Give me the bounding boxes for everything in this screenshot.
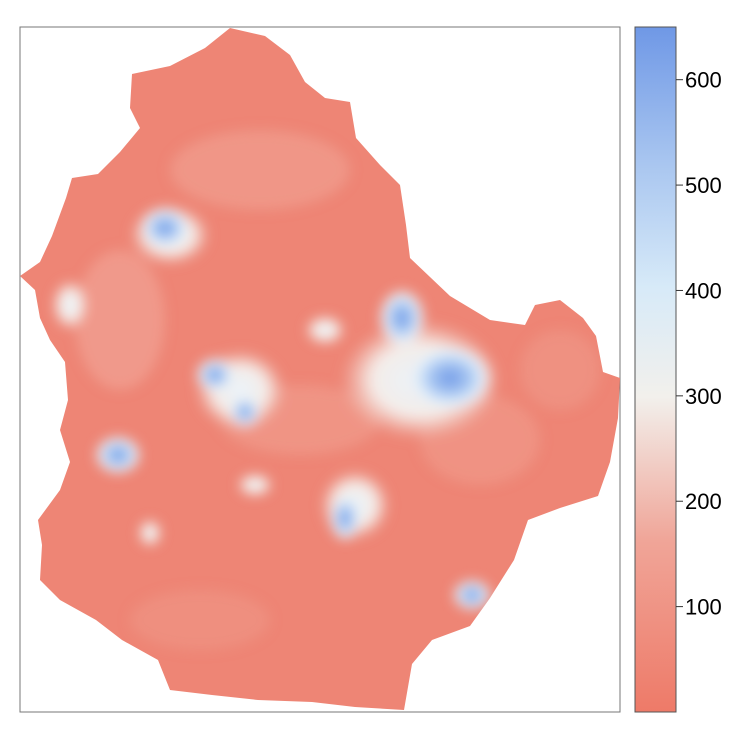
texture-patch xyxy=(130,590,270,650)
region-shape xyxy=(20,28,620,710)
region-raster xyxy=(20,28,620,710)
hotspot xyxy=(94,435,142,475)
texture-patch xyxy=(75,250,165,390)
colorbar-ticks: 100 200 300 400 500 600 xyxy=(676,68,722,620)
hotspot xyxy=(329,494,361,542)
texture-ridge xyxy=(305,315,345,345)
colorbar-tick-label: 500 xyxy=(685,173,722,198)
colorbar-ramp xyxy=(634,26,677,713)
colorbar-tick-label: 400 xyxy=(685,278,722,303)
hotspot xyxy=(138,519,162,547)
hotspot xyxy=(452,579,492,611)
colorbar: 100 200 300 400 500 600 xyxy=(634,26,722,713)
hotspot xyxy=(195,357,235,393)
texture-patch xyxy=(170,130,350,210)
texture-ridge xyxy=(52,280,88,330)
colorbar-tick-label: 100 xyxy=(685,595,722,620)
hotspot xyxy=(229,396,261,428)
texture-ridge xyxy=(237,473,273,497)
colorbar-tick-label: 300 xyxy=(685,384,722,409)
colorbar-tick-label: 200 xyxy=(685,489,722,514)
texture-patch xyxy=(520,330,600,410)
hotspot xyxy=(405,343,495,413)
colorbar-tick-label: 600 xyxy=(685,68,722,93)
hotspot xyxy=(139,206,191,250)
hotspot xyxy=(378,288,426,348)
